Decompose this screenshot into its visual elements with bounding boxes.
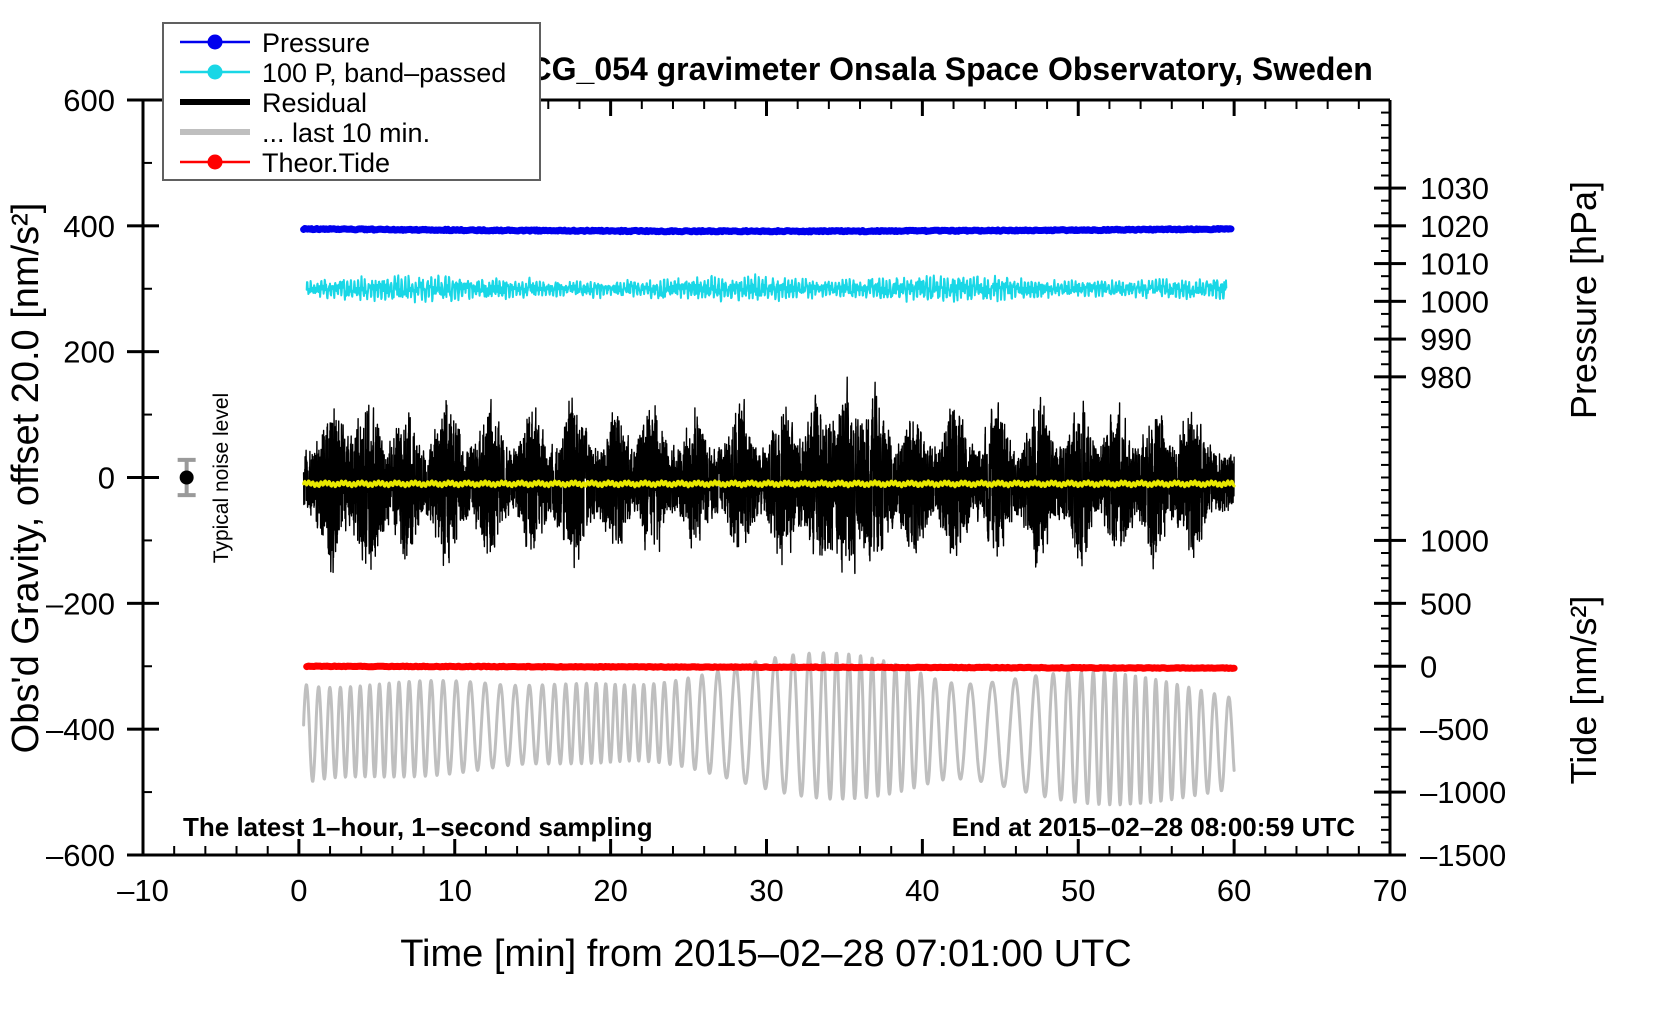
y-tick-label: 200 [63, 335, 115, 370]
legend-label: 100 P, band–passed [262, 58, 506, 88]
x-tick-label: 60 [1217, 873, 1251, 908]
series-residual [302, 376, 1235, 575]
right-axis-ticks [1374, 99, 1406, 857]
tide-tick-label: 0 [1420, 649, 1437, 684]
x-tick-label: 50 [1061, 873, 1095, 908]
legend-item[interactable]: 100 P, band–passed [180, 58, 506, 88]
legend-item[interactable]: Pressure [180, 28, 370, 58]
pressure-tick-label: 1000 [1420, 284, 1489, 319]
chart-title: SCG_054 gravimeter Onsala Space Observat… [507, 51, 1373, 87]
y-tick-label: –600 [46, 838, 115, 873]
tide-tick-label: –1500 [1420, 838, 1506, 873]
series-last-10-min [302, 651, 1236, 807]
y-tick-label: –400 [46, 712, 115, 747]
legend-label: ... last 10 min. [262, 118, 430, 148]
legend-label: Residual [262, 88, 367, 118]
pressure-tick-label: 1010 [1420, 247, 1489, 282]
x-tick-label: 20 [593, 873, 627, 908]
pressure-tick-label: 1030 [1420, 171, 1489, 206]
x-tick-label: 40 [905, 873, 939, 908]
annotation-end-time: End at 2015–02–28 08:00:59 UTC [952, 812, 1355, 842]
legend-item[interactable]: Theor.Tide [180, 148, 390, 178]
x-axis-title: Time [min] from 2015–02–28 07:01:00 UTC [400, 933, 1132, 975]
noise-marker-dot [179, 470, 194, 485]
x-tick-label: 0 [290, 873, 307, 908]
pressure-tick-label: 1020 [1420, 209, 1489, 244]
y-tick-label: –200 [46, 586, 115, 621]
pressure-tick-label: 980 [1420, 360, 1472, 395]
tide-axis-title: Tide [nm/s²] [1563, 596, 1604, 785]
x-axis-tick-labels: –10 0 10 20 30 40 50 60 70 [117, 873, 1407, 908]
y-axis-tick-labels: –600 –400 –200 0 200 400 600 [46, 83, 115, 873]
tide-tick-label: 500 [1420, 586, 1472, 621]
tide-axis-tick-labels: 1000 500 0 –500 –1000 –1500 [1420, 523, 1506, 873]
series-theor-tide [303, 662, 1238, 672]
tide-tick-label: 1000 [1420, 523, 1489, 558]
x-tick-label: 70 [1373, 873, 1407, 908]
series-band-passed [305, 273, 1228, 304]
pressure-tick-label: 990 [1420, 322, 1472, 357]
pressure-axis-title: Pressure [hPa] [1563, 181, 1604, 419]
y-axis-title: Obs'd Gravity, offset 20.0 [nm/s²] [5, 203, 47, 754]
legend-item[interactable]: ... last 10 min. [180, 118, 430, 148]
annotation-sampling: The latest 1–hour, 1–second sampling [183, 812, 653, 842]
legend-swatch-marker [207, 34, 223, 50]
legend-swatch-marker [207, 154, 223, 170]
y-tick-label: 400 [63, 209, 115, 244]
y-axis-ticks [127, 98, 159, 857]
tide-tick-label: –1000 [1420, 775, 1506, 810]
x-tick-label: 10 [438, 873, 472, 908]
series-pressure [300, 225, 1235, 236]
legend-item[interactable]: Residual [180, 88, 367, 118]
y-tick-label: 0 [98, 461, 115, 496]
series-yellow-overlay [302, 479, 1236, 489]
annotation-typical-noise-level: Typical noise level [210, 393, 233, 563]
x-tick-label: –10 [117, 873, 169, 908]
legend-swatch-marker [207, 64, 223, 80]
y-tick-label: 600 [63, 83, 115, 118]
legend-label: Pressure [262, 28, 370, 58]
series-layer [300, 225, 1238, 807]
typical-noise-level-marker [177, 457, 196, 498]
tide-tick-label: –500 [1420, 712, 1489, 747]
x-tick-label: 30 [749, 873, 783, 908]
legend-label: Theor.Tide [262, 148, 390, 178]
